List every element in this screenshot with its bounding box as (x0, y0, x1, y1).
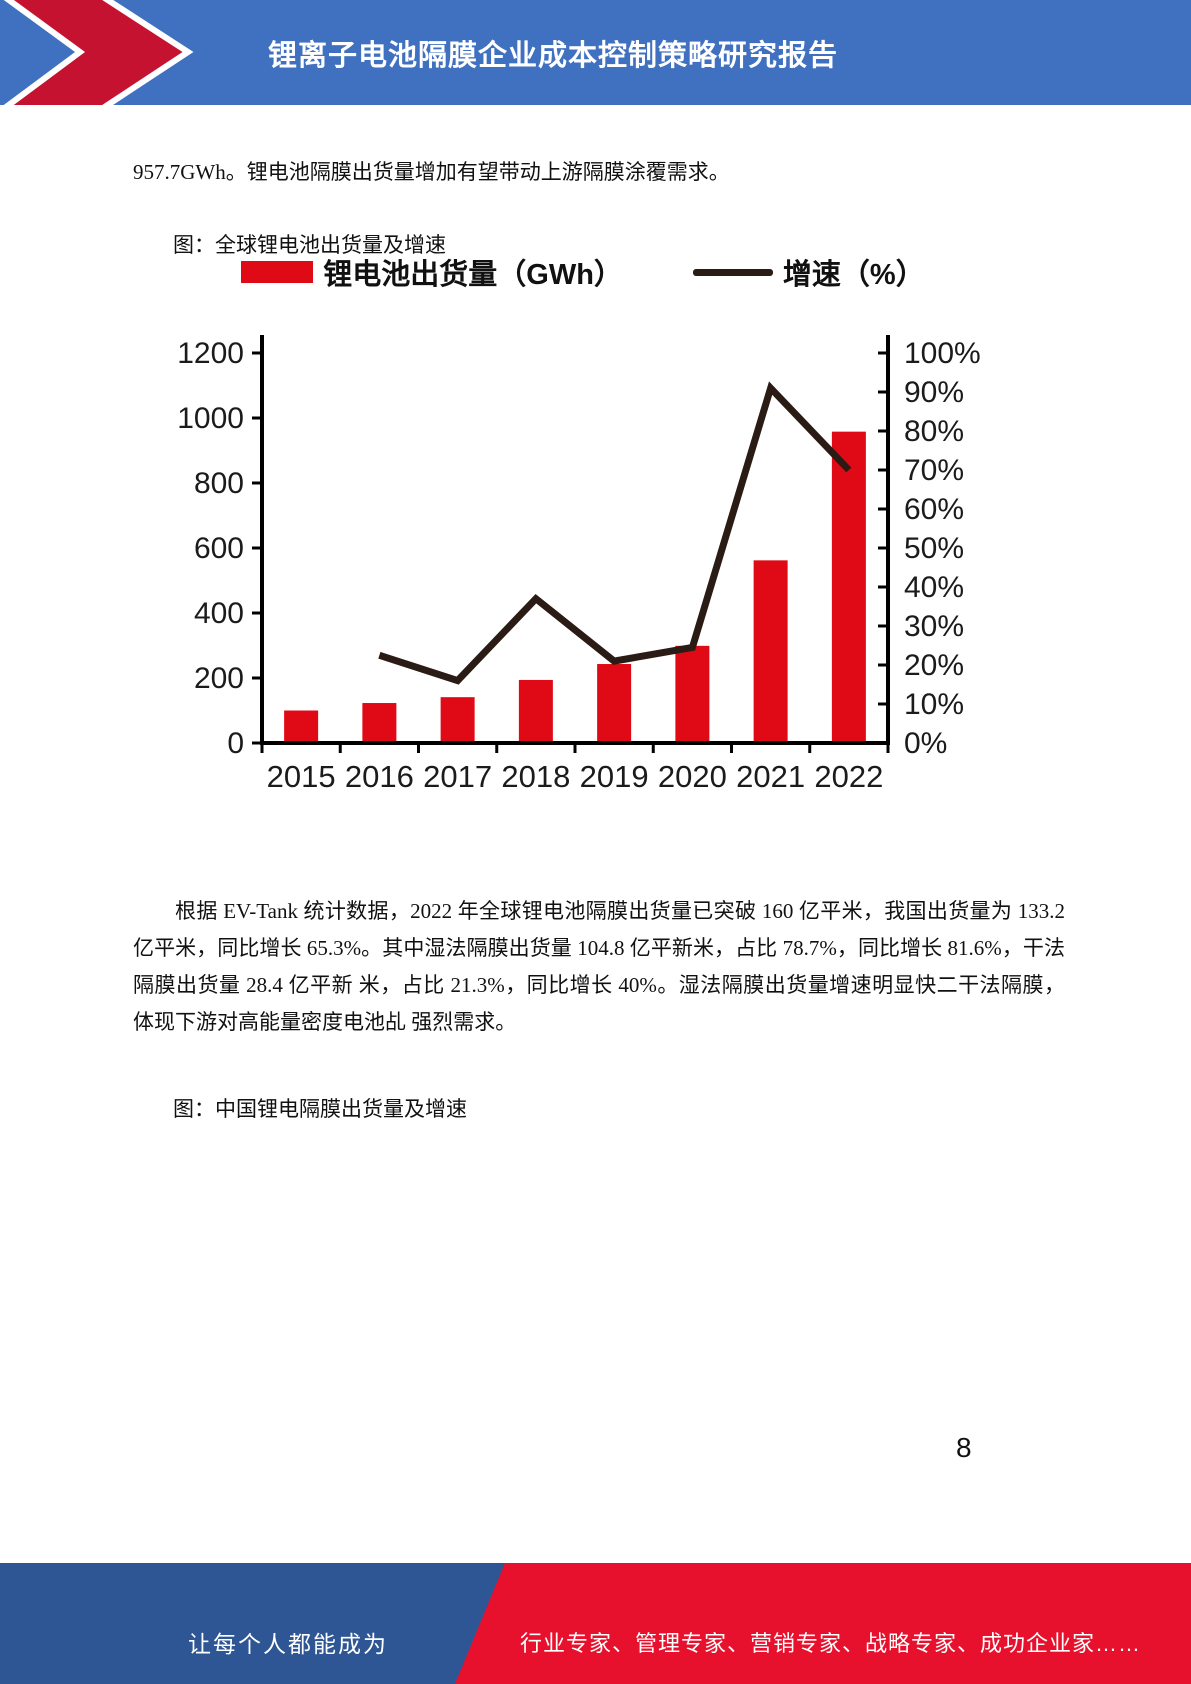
right-axis-tick-label: 40% (904, 571, 964, 604)
left-axis-tick-label: 1200 (177, 337, 244, 370)
right-axis-tick-label: 0% (904, 727, 947, 760)
left-axis-tick-label: 800 (194, 467, 244, 500)
x-axis-tick-label: 2019 (580, 759, 649, 794)
x-axis-tick-label: 2015 (267, 759, 336, 794)
right-axis-tick-label: 50% (904, 532, 964, 565)
chart-legend: 锂电池出货量（GWh） 增速（%） (170, 246, 996, 298)
line-series-swatch-icon (692, 268, 773, 276)
right-axis-tick-label: 90% (904, 376, 964, 409)
bar-2019 (597, 664, 632, 743)
red-chevron-arrow-icon (3, 0, 194, 105)
page-number: 8 (956, 1432, 972, 1463)
legend-item-bars: 锂电池出货量（GWh） (241, 251, 623, 293)
bar-series-label: 锂电池出货量（GWh） (323, 259, 623, 291)
line-series-label: 增速（%） (782, 259, 925, 291)
footer-banner: 让每个人都能成为 行业专家、管理专家、营销专家、战略专家、成功企业家…… (0, 1563, 1191, 1684)
bar-2020 (675, 645, 710, 743)
growth-line (378, 381, 852, 685)
right-axis-tick-label: 20% (904, 649, 964, 682)
footer-slogan-right: 行业专家、管理专家、营销专家、战略专家、成功企业家…… (520, 1631, 1142, 1656)
global-battery-shipment-chart: 锂电池出货量（GWh） 增速（%） 0 200 400 600 800 1000 1200 0… (170, 246, 996, 808)
left-axis-tick-label: 600 (194, 532, 244, 565)
right-axis-tick-label: 60% (904, 493, 964, 526)
bar-series-swatch-icon (241, 261, 314, 283)
combo-chart-svg: 0 200 400 600 800 1000 1200 0% 10% 20% 30% 40% 50% 60… (177, 335, 981, 794)
x-axis-tick-label: 2022 (814, 759, 883, 794)
figure2-caption: 图：中国锂电隔膜出货量及增速 (173, 1097, 467, 1121)
bar-2022 (831, 431, 866, 743)
left-axis-tick-label: 200 (194, 662, 244, 695)
footer-blue-panel (0, 1563, 505, 1684)
figure1-caption: 图：全球锂电池出货量及增速 (173, 233, 446, 257)
right-axis-tick-label: 80% (904, 415, 964, 448)
legend-item-line: 增速（%） (692, 251, 925, 293)
bar-2018 (518, 679, 553, 743)
bar-2017 (440, 697, 475, 743)
x-axis-tick-label: 2018 (501, 759, 570, 794)
bar-2015 (284, 710, 319, 743)
paragraph-main: 根据 EV-Tank 统计数据，2022 年全球锂电池隔膜出货量已突破 160 … (133, 899, 1065, 1034)
bar-2021 (753, 560, 788, 743)
x-axis-tick-label: 2020 (658, 759, 727, 794)
right-axis-tick-label: 100% (904, 337, 981, 370)
right-axis-tick-label: 30% (904, 610, 964, 643)
header-banner: 锂离子电池隔膜企业成本控制策略研究报告 (0, 0, 1191, 105)
right-axis-tick-label: 10% (904, 688, 964, 721)
footer-slogan-left: 让每个人都能成为 (188, 1631, 388, 1657)
left-axis-tick-label: 400 (194, 597, 244, 630)
left-axis-tick-label: 0 (227, 727, 244, 760)
x-axis-tick-label: 2016 (345, 759, 414, 794)
report-title: 锂离子电池隔膜企业成本控制策略研究报告 (267, 39, 838, 72)
bar-2016 (362, 703, 397, 743)
left-axis-tick-label: 1000 (177, 402, 244, 435)
x-axis-tick-label: 2017 (423, 759, 492, 794)
x-axis-tick-label: 2021 (736, 759, 805, 794)
paragraph-top: 957.7GWh。锂电池隔膜出货量增加有望带动上游隔膜涂覆需求。 (133, 160, 730, 184)
right-axis-tick-label: 70% (904, 454, 964, 487)
